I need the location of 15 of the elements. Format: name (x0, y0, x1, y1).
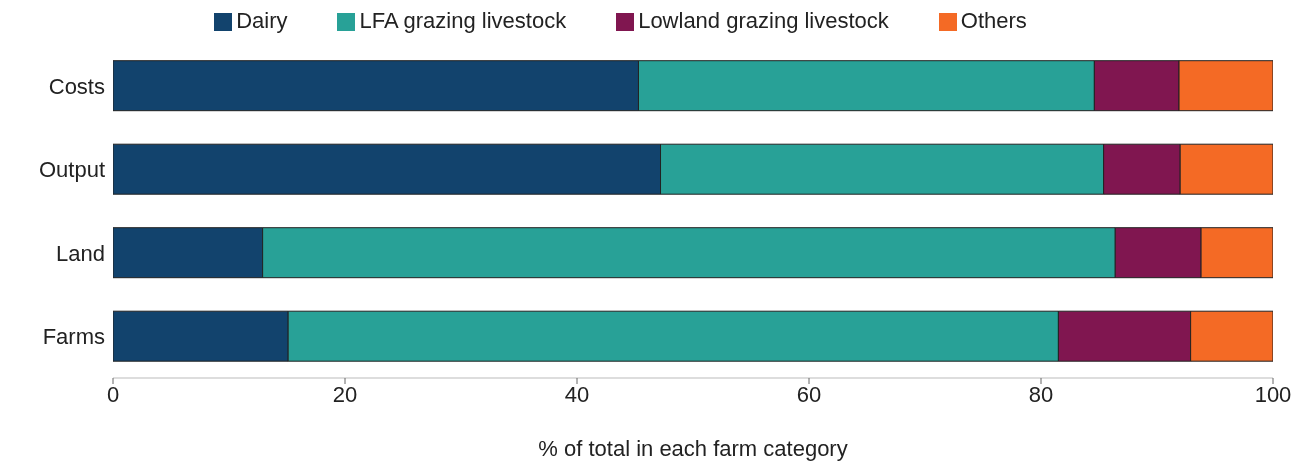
y-tick-label: Farms (42, 324, 105, 350)
x-axis-title: % of total in each farm category (538, 436, 848, 461)
y-tick-label: Costs (48, 73, 105, 99)
x-tick-label: 80 (1028, 381, 1054, 407)
legend-label: Others (960, 8, 1027, 33)
y-tick-label: Output (38, 157, 105, 183)
x-tick-label: 20 (332, 381, 358, 407)
legend-label: LFA grazing livestock (359, 8, 567, 33)
x-tick-label: 60 (796, 381, 822, 407)
x-tick-label: 40 (564, 381, 590, 407)
legend-label: Dairy (236, 8, 288, 33)
x-tick-label: 0 (106, 381, 120, 407)
y-tick-label: Land (56, 240, 105, 266)
legend-label: Lowland grazing livestock (638, 8, 889, 33)
x-tick-label: 100 (1254, 381, 1292, 407)
